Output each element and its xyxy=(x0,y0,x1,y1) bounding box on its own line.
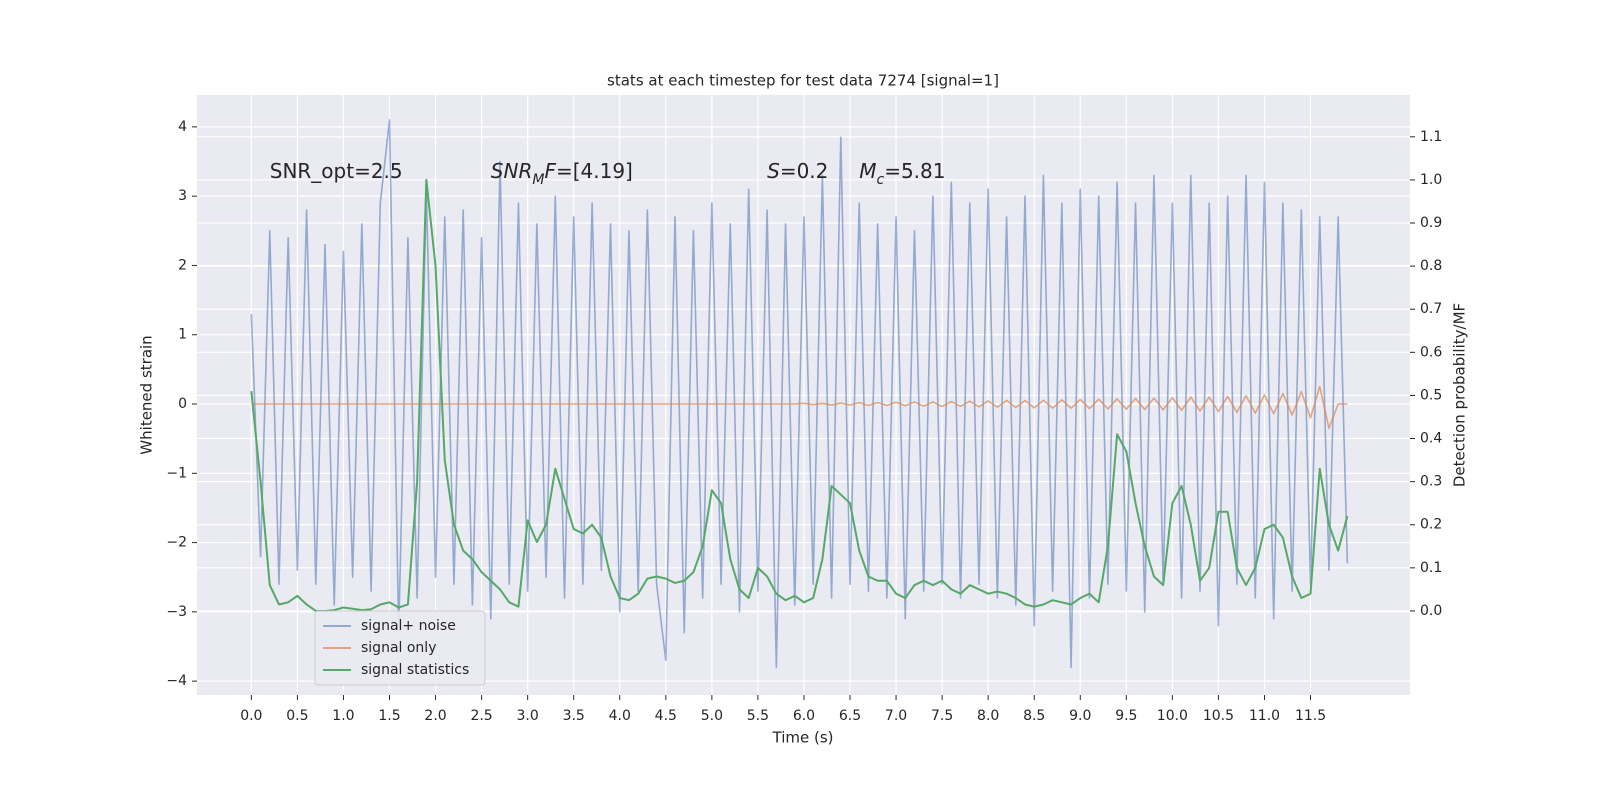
annotation-part: S xyxy=(767,158,780,182)
y2-tick-label: 0.8 xyxy=(1420,258,1442,274)
x-tick-label: 5.0 xyxy=(701,708,723,724)
annotation-part: F xyxy=(544,158,556,182)
y2-tick-label: 0.6 xyxy=(1420,344,1442,360)
annotation-part: c xyxy=(876,172,884,188)
x-axis-label: Time (s) xyxy=(772,729,834,747)
annotation: SNRMF=[4.19] xyxy=(491,158,633,188)
y-tick-label: −2 xyxy=(166,535,187,551)
x-tick-label: 3.5 xyxy=(563,708,585,724)
y2-tick-label: 0.9 xyxy=(1420,215,1442,231)
x-tick-label: 2.5 xyxy=(470,708,492,724)
x-tick-label: 11.0 xyxy=(1249,708,1280,724)
annotation-part: SNR_opt=2.5 xyxy=(270,158,403,182)
x-tick-label: 4.5 xyxy=(655,708,677,724)
y2-tick-label: 0.5 xyxy=(1420,387,1442,403)
y2-tick-label: 0.7 xyxy=(1420,301,1442,317)
x-tick-label: 9.0 xyxy=(1069,708,1091,724)
x-tick-label: 8.0 xyxy=(977,708,999,724)
legend-box xyxy=(314,610,486,686)
y-tick-label: 2 xyxy=(178,257,187,273)
annotation-part: =0.2 xyxy=(780,158,829,182)
y-tick-label: −1 xyxy=(166,465,187,481)
x-tick-label: 5.5 xyxy=(747,708,769,724)
x-tick-label: 10.5 xyxy=(1203,708,1234,724)
legend-label: signal statistics xyxy=(361,662,469,678)
y2-tick-label: 1.1 xyxy=(1420,129,1442,145)
x-tick-label: 1.5 xyxy=(378,708,400,724)
y-tick-label: 3 xyxy=(178,188,187,204)
x-tick-label: 2.0 xyxy=(424,708,446,724)
x-tick-label: 0.0 xyxy=(240,708,262,724)
annotation-part: M xyxy=(859,158,876,182)
x-tick-label: 9.5 xyxy=(1115,708,1137,724)
x-tick-label: 4.0 xyxy=(609,708,631,724)
x-tick-label: 3.0 xyxy=(517,708,539,724)
x-tick-label: 1.0 xyxy=(332,708,354,724)
x-tick-label: 0.5 xyxy=(286,708,308,724)
y-axis-label: Whitened strain xyxy=(138,335,156,454)
y2-tick-label: 0.4 xyxy=(1420,431,1442,447)
annotation-part: SNR xyxy=(491,158,533,182)
legend-label: signal+ noise xyxy=(361,618,456,634)
x-tick-label: 7.0 xyxy=(885,708,907,724)
y2-tick-label: 0.3 xyxy=(1420,474,1442,490)
y2-tick-label: 1.0 xyxy=(1420,172,1442,188)
series-line xyxy=(250,119,1349,669)
annotation: S=0.2 xyxy=(767,158,828,182)
y2-tick-label: 0.1 xyxy=(1420,560,1442,576)
series-line xyxy=(250,178,1349,612)
annotation-part: M xyxy=(532,172,544,188)
legend-label: signal only xyxy=(361,640,436,656)
annotation: SNR_opt=2.5 xyxy=(270,158,403,182)
annotation: Mc=5.81 xyxy=(859,158,945,188)
annotation-part: =5.81 xyxy=(884,158,945,182)
legend: signal+ noise signal only signal statistic… xyxy=(314,610,486,686)
y2-tick-label: 0.0 xyxy=(1420,603,1442,619)
y-tick-label: 0 xyxy=(178,396,187,412)
annotation-part: =[4.19] xyxy=(556,158,633,182)
y-tick-label: −4 xyxy=(166,673,187,689)
series-line xyxy=(251,385,1348,430)
y-tick-label: 4 xyxy=(178,119,187,135)
x-tick-label: 7.5 xyxy=(931,708,953,724)
y-tick-label: 1 xyxy=(178,327,187,343)
chart-title: stats at each timestep for test data 727… xyxy=(607,72,999,90)
x-tick-label: 6.5 xyxy=(839,708,861,724)
x-tick-label: 6.0 xyxy=(793,708,815,724)
y2-axis-label: Detection probability/MF xyxy=(1451,303,1469,487)
x-tick-label: 8.5 xyxy=(1023,708,1045,724)
y2-tick-label: 0.2 xyxy=(1420,517,1442,533)
x-tick-label: 11.5 xyxy=(1295,708,1326,724)
y-tick-label: −3 xyxy=(166,604,187,620)
x-tick-label: 10.0 xyxy=(1157,708,1188,724)
